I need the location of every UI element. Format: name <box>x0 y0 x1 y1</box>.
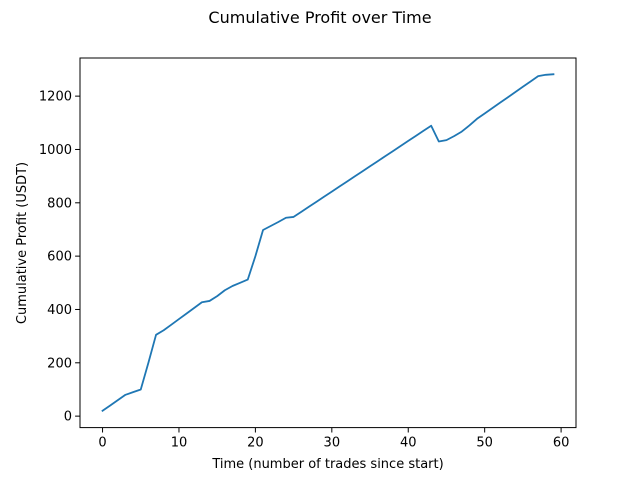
y-tick-label: 1000 <box>39 143 72 158</box>
plot-frame <box>79 57 577 429</box>
x-tick-label: 30 <box>324 436 341 451</box>
x-tick-label: 60 <box>553 436 570 451</box>
series-line-0 <box>101 73 555 413</box>
x-axis-label: Time (number of trades since start) <box>211 457 443 472</box>
x-tick-label: 40 <box>400 436 417 451</box>
y-tick-label: 0 <box>64 410 72 425</box>
x-tick-label: 10 <box>171 436 188 451</box>
y-tick-label: 600 <box>47 250 72 265</box>
chart-title: Cumulative Profit over Time <box>208 8 431 27</box>
y-tick-label: 200 <box>47 356 72 371</box>
y-tick-label: 800 <box>47 196 72 211</box>
x-tick-label: 20 <box>247 436 264 451</box>
x-tick-label: 50 <box>476 436 493 451</box>
y-axis-label: Cumulative Profit (USDT) <box>15 162 30 324</box>
series-layer <box>101 73 555 413</box>
y-tick-label: 400 <box>47 303 72 318</box>
x-tick-label: 0 <box>98 436 106 451</box>
y-tick-label: 1200 <box>39 90 72 105</box>
